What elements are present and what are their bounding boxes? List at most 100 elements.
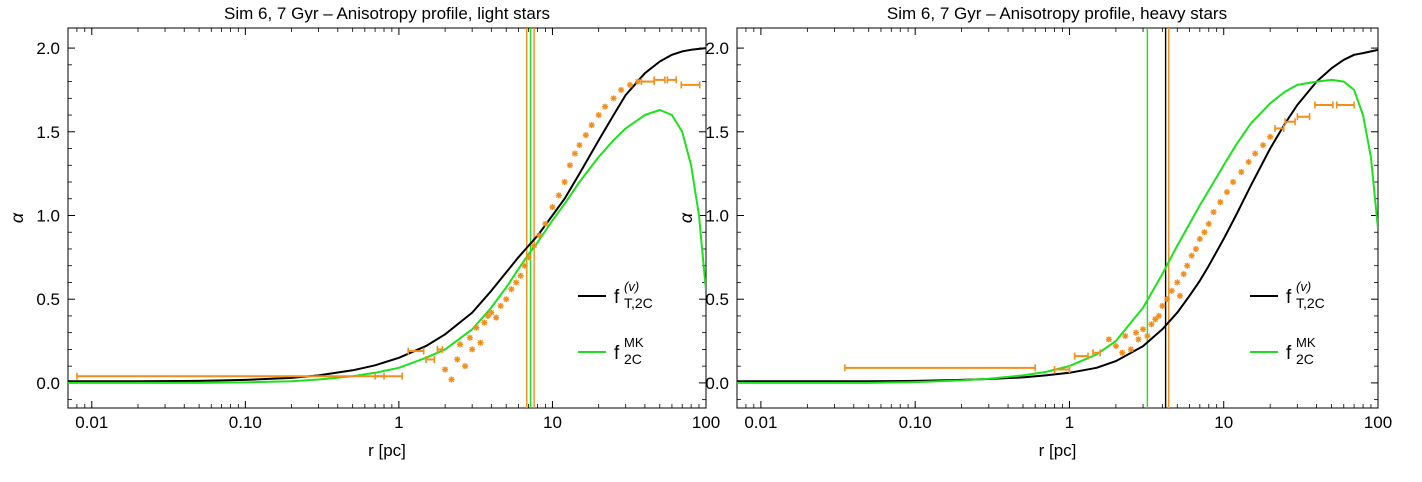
- plot-frame: [67, 27, 707, 409]
- data-point: [1284, 118, 1296, 126]
- data-point: [666, 76, 678, 84]
- data-point: [1105, 336, 1112, 343]
- data-point: [1132, 329, 1139, 336]
- legend-label-sup: (v): [1296, 279, 1311, 294]
- legend-label-sup: MK: [624, 335, 644, 350]
- point-mark: [1180, 271, 1187, 277]
- point-mark: [561, 179, 568, 185]
- series-line-f-mk: [737, 78, 1378, 384]
- x-tick-label: 1: [1065, 413, 1074, 432]
- data-point: [513, 279, 520, 286]
- point-mark: [576, 142, 583, 148]
- point-mark: [1144, 333, 1151, 339]
- data-point: [588, 122, 595, 129]
- point-mark: [627, 82, 633, 88]
- data-point: [1122, 333, 1129, 340]
- x-axis-label: r [pc]: [1039, 441, 1077, 460]
- point-mark: [549, 204, 556, 210]
- legend-label-sup: (v): [624, 279, 639, 294]
- data-point: [1245, 158, 1252, 165]
- point-mark: [488, 309, 495, 316]
- point-mark: [1119, 350, 1126, 356]
- point-mark: [610, 95, 617, 102]
- data-point: [454, 356, 461, 363]
- data-point: [1127, 346, 1134, 353]
- data-point: [627, 81, 634, 88]
- x-tick-label: 10: [543, 413, 562, 432]
- data-point: [1267, 133, 1274, 140]
- point-mark: [1188, 252, 1195, 259]
- data-point: [374, 372, 403, 380]
- point-mark: [477, 339, 484, 346]
- point-mark: [588, 122, 595, 128]
- y-tick-label: 0.0: [705, 374, 729, 393]
- data-point: [1176, 292, 1183, 299]
- data-point: [1252, 150, 1259, 157]
- data-point: [576, 142, 583, 149]
- y-tick-label: 1.5: [705, 123, 729, 142]
- data-point: [1201, 229, 1208, 236]
- data-point: [844, 364, 1037, 372]
- data-point: [634, 78, 641, 85]
- legend-label-main: f: [1286, 287, 1292, 308]
- data-point: [531, 242, 538, 249]
- data-point: [566, 162, 573, 169]
- x-tick-label: 0.10: [899, 413, 932, 432]
- legend-label-sub: T,2C: [624, 295, 653, 311]
- point-mark: [513, 279, 519, 286]
- data-point: [1188, 252, 1195, 259]
- data-point: [442, 366, 449, 373]
- y-tick-label: 2.0: [36, 39, 60, 58]
- legend-label-sub: 2C: [1296, 351, 1314, 367]
- chart-panel-2: Sim 6, 7 Gyr – Anisotropy profile, heavy…: [676, 4, 1392, 460]
- data-point: [1112, 343, 1119, 350]
- data-point: [1073, 352, 1089, 360]
- point-mark: [1238, 169, 1245, 175]
- point-mark: [442, 366, 448, 373]
- data-point: [1135, 336, 1142, 343]
- y-tick-label: 1.0: [705, 206, 729, 225]
- y-tick-label: 0.0: [36, 374, 60, 393]
- series-line-f-mk: [68, 109, 706, 384]
- y-tick-label: 0.5: [705, 290, 729, 309]
- point-mark: [1197, 236, 1203, 242]
- point-mark: [583, 132, 589, 138]
- data-point: [1092, 349, 1101, 357]
- plot-area: [737, 28, 1378, 408]
- point-mark: [469, 346, 475, 353]
- data-point: [466, 334, 473, 341]
- data-point: [1144, 333, 1151, 340]
- data-point: [582, 132, 589, 139]
- data-point: [497, 302, 504, 309]
- y-axis-label: α: [676, 212, 696, 223]
- point-mark: [1230, 179, 1236, 185]
- point-mark: [1252, 150, 1258, 157]
- point-mark: [602, 103, 608, 110]
- point-mark: [1193, 246, 1199, 252]
- data-point: [1168, 287, 1175, 294]
- point-mark: [1184, 262, 1190, 269]
- point-mark: [1159, 303, 1166, 309]
- data-point: [653, 76, 666, 84]
- data-point: [1205, 220, 1212, 227]
- data-point: [508, 286, 515, 293]
- legend-label-sub: T,2C: [1296, 295, 1325, 311]
- data-point: [1210, 209, 1217, 216]
- data-point: [1335, 101, 1355, 109]
- x-tick-label: 0.01: [744, 413, 777, 432]
- data-point: [521, 262, 528, 269]
- legend-label-sup: MK: [1296, 335, 1316, 350]
- data-point: [469, 346, 476, 353]
- data-point: [517, 272, 524, 279]
- data-point: [571, 150, 578, 157]
- legend-label-main: f: [1286, 343, 1292, 364]
- data-point: [602, 103, 609, 110]
- data-point: [503, 296, 510, 303]
- point-mark: [457, 341, 463, 348]
- point-mark: [635, 78, 641, 85]
- point-mark: [1113, 343, 1119, 349]
- data-point: [1230, 179, 1237, 186]
- data-point: [549, 204, 556, 211]
